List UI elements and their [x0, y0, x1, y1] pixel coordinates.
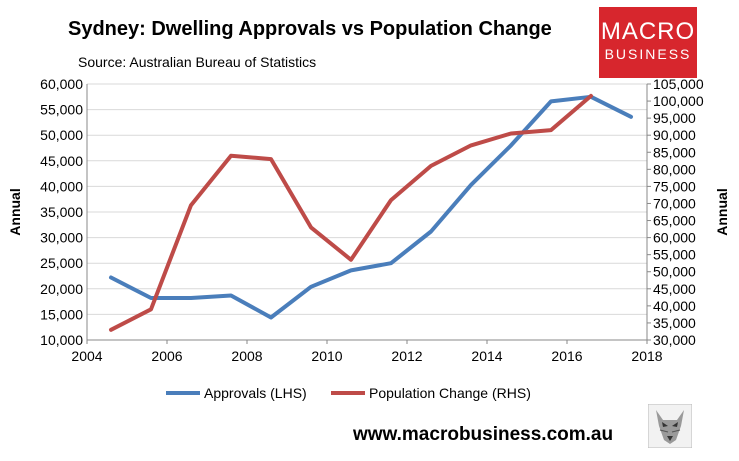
- y-tick-label: 25,000: [40, 255, 83, 271]
- y2-tick-label: 50,000: [653, 264, 696, 280]
- x-tick-label: 2016: [551, 348, 582, 364]
- y2-tick-label: 105,000: [653, 76, 704, 92]
- y-tick-label: 45,000: [40, 153, 83, 169]
- y-tick-label: 50,000: [40, 127, 83, 143]
- macrobusiness-logo: MACRO BUSINESS: [599, 7, 697, 78]
- x-tick-label: 2006: [151, 348, 182, 364]
- x-tick-label: 2014: [471, 348, 502, 364]
- chart-title: Sydney: Dwelling Approvals vs Population…: [68, 18, 552, 40]
- y2-tick-label: 30,000: [653, 332, 696, 348]
- y2-tick-label: 90,000: [653, 127, 696, 143]
- y-tick-label: 55,000: [40, 102, 83, 118]
- x-tick-label: 2004: [71, 348, 102, 364]
- y-tick-label: 60,000: [40, 76, 83, 92]
- y2-tick-label: 85,000: [653, 144, 696, 160]
- y-axis-title: Annual: [7, 188, 23, 235]
- y2-tick-label: 75,000: [653, 178, 696, 194]
- series-line-approvals: [109, 94, 633, 320]
- y-tick-label: 30,000: [40, 230, 83, 246]
- logo-line-1: MACRO: [600, 18, 696, 45]
- y2-tick-label: 55,000: [653, 247, 696, 263]
- y2-tick-label: 80,000: [653, 161, 696, 177]
- y2-tick-label: 100,000: [653, 93, 704, 109]
- x-tick-label: 2012: [391, 348, 422, 364]
- y2-tick-label: 35,000: [653, 315, 696, 331]
- x-tick-label: 2010: [311, 348, 342, 364]
- series-line-population-change: [109, 93, 593, 332]
- logo-line-2: BUSINESS: [604, 46, 692, 62]
- wolf-icon: [648, 404, 692, 448]
- y-tick-label: 15,000: [40, 306, 83, 322]
- y2-tick-label: 40,000: [653, 298, 696, 314]
- y2-tick-label: 70,000: [653, 195, 696, 211]
- y-tick-label: 20,000: [40, 281, 83, 297]
- y-tick-label: 10,000: [40, 332, 83, 348]
- legend-label: Population Change (RHS): [369, 385, 531, 401]
- x-tick-label: 2008: [231, 348, 262, 364]
- chart-source: Source: Australian Bureau of Statistics: [78, 54, 317, 70]
- legend-label: Approvals (LHS): [204, 385, 307, 401]
- y2-tick-label: 60,000: [653, 230, 696, 246]
- y2-tick-label: 65,000: [653, 213, 696, 229]
- y-tick-label: 35,000: [40, 204, 83, 220]
- y2-tick-label: 45,000: [653, 281, 696, 297]
- y2-tick-label: 95,000: [653, 110, 696, 126]
- x-tick-label: 2018: [631, 348, 662, 364]
- y-tick-label: 40,000: [40, 178, 83, 194]
- y2-axis-title: Annual: [714, 188, 730, 235]
- website-url: www.macrobusiness.com.au: [353, 424, 614, 445]
